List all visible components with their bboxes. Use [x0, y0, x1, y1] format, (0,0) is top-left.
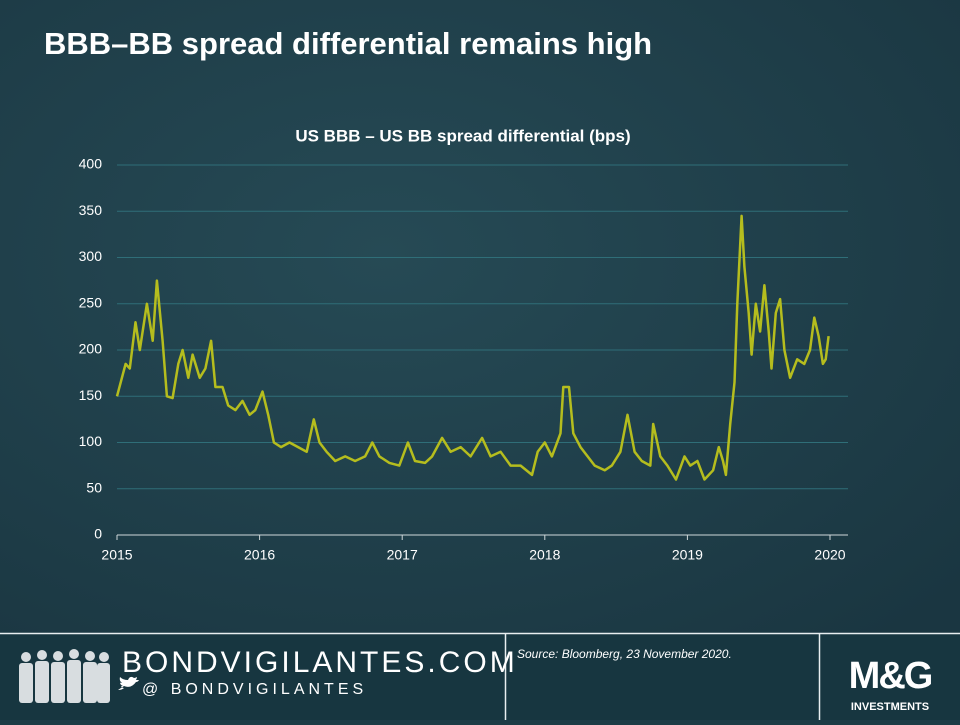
y-tick-label: 100 — [79, 433, 103, 449]
y-tick-label: 200 — [79, 341, 103, 357]
people-icon — [19, 649, 110, 703]
data-line — [115, 214, 830, 481]
y-tick-label: 250 — [79, 294, 103, 310]
y-tick-label: 400 — [79, 156, 103, 172]
x-tick-label: 2016 — [244, 547, 275, 563]
plot: 0 50 100 150 200 250 300 350 400 2015 2016 2017 2018… — [79, 156, 848, 563]
y-tick-label: 350 — [79, 202, 103, 218]
x-tick-label: 2015 — [101, 547, 132, 563]
source-note: Source: Bloomberg, 23 November 2020. — [517, 647, 732, 661]
x-tick-label: 2017 — [387, 547, 418, 563]
x-tick-label: 2019 — [672, 547, 703, 563]
x-tick-label: 2018 — [529, 547, 560, 563]
footer — [0, 633, 960, 720]
y-tick-label: 0 — [94, 526, 102, 542]
y-tick-label: 50 — [86, 479, 102, 495]
twitter-icon — [118, 676, 139, 690]
slide-title: BBB–BB spread differential remains high — [44, 26, 652, 61]
handle: @ BONDVIGILANTES — [142, 681, 367, 698]
x-tick-label: 2020 — [814, 547, 845, 563]
chart-title: US BBB – US BB spread differential (bps) — [295, 126, 630, 145]
site-name: BONDVIGILANTES.COM — [122, 646, 518, 679]
logo-subtitle: INVESTMENTS — [851, 701, 929, 713]
logo: M&G — [849, 655, 932, 697]
y-tick-label: 150 — [79, 387, 103, 403]
y-tick-label: 300 — [79, 248, 103, 264]
